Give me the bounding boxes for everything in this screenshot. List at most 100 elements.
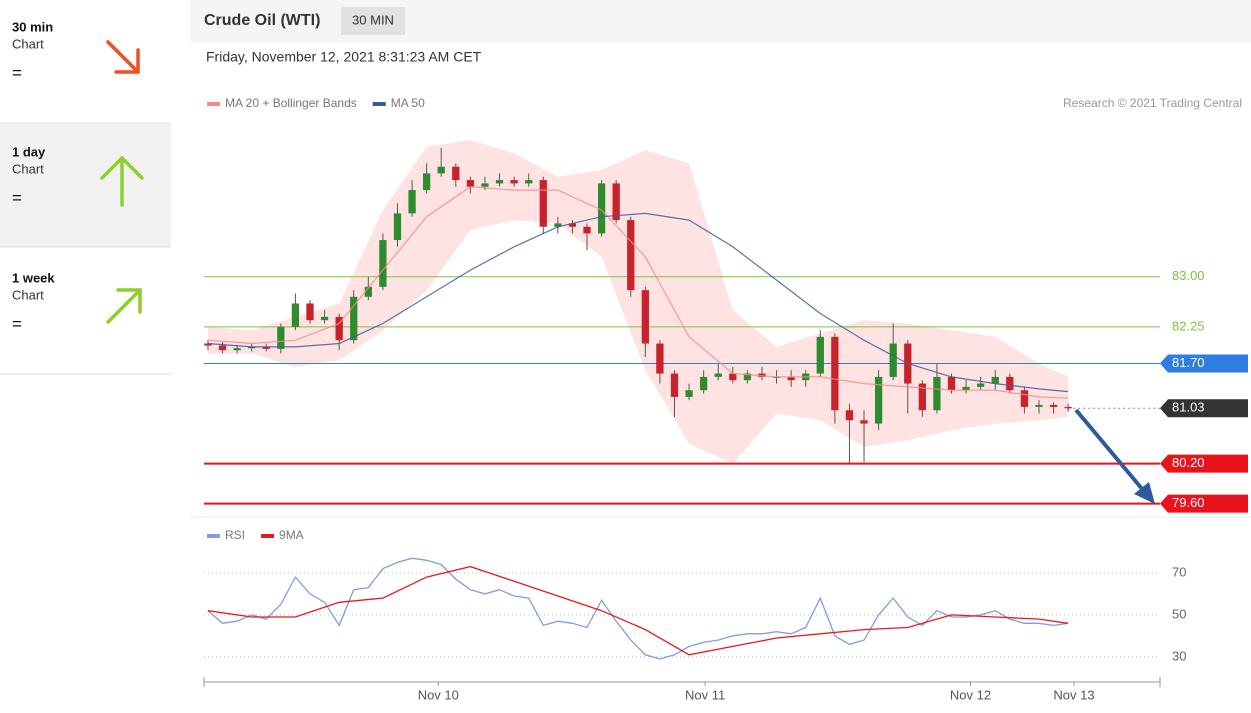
candle-body xyxy=(291,303,300,327)
ma-line xyxy=(207,186,1069,399)
level-label: 83.00 xyxy=(1172,268,1205,283)
candle-body xyxy=(568,223,577,227)
legend-label: MA 50 xyxy=(391,96,425,110)
candle-body xyxy=(991,376,999,384)
candle-body xyxy=(787,376,795,381)
candle-body xyxy=(481,183,489,187)
timestamp: Friday, November 12, 2021 8:31:23 AM CET xyxy=(206,49,482,65)
candle-body xyxy=(379,240,387,287)
period: 1 day xyxy=(12,144,46,159)
level-label: 80.20 xyxy=(1172,455,1205,470)
status: = xyxy=(12,63,22,82)
candle-body xyxy=(641,290,649,344)
candle-body xyxy=(495,180,504,184)
candle-body xyxy=(277,326,285,349)
x-tick-label: Nov 13 xyxy=(1053,687,1094,702)
candle-body xyxy=(466,180,475,187)
legend-label: MA 20 + Bollinger Bands xyxy=(225,96,357,110)
candle-body xyxy=(743,373,752,381)
period: 1 week xyxy=(12,270,55,285)
rsi-line xyxy=(207,565,1069,656)
candle-body xyxy=(670,373,679,397)
sidebar-item-bg xyxy=(0,123,171,247)
candle-body xyxy=(233,348,241,351)
level-tag xyxy=(1160,454,1248,473)
ma-line xyxy=(207,212,1069,393)
candle-body xyxy=(218,345,227,351)
candle-body xyxy=(539,180,547,227)
period: 30 min xyxy=(12,19,53,34)
candle-body xyxy=(729,373,737,381)
candle-body xyxy=(685,390,693,397)
label: Chart xyxy=(12,36,44,51)
candle-body xyxy=(248,346,256,349)
badge-bg xyxy=(341,7,405,35)
arrow-icon xyxy=(106,288,142,324)
candle-body xyxy=(962,386,970,391)
plot: 83.00 82.25 81.70 81.03 80.20 79.60 MA 20 + Bo… xyxy=(203,96,1248,702)
forecast-arrow xyxy=(1074,408,1145,492)
level-tag xyxy=(1160,399,1248,418)
candle-body xyxy=(1006,376,1014,391)
label: Chart xyxy=(12,287,44,302)
candle-body xyxy=(335,316,343,341)
source: Research © 2021 Trading Central xyxy=(1063,96,1242,110)
sidebar-item[interactable]: 1 week Chart = xyxy=(12,270,142,333)
candle-body xyxy=(597,183,606,234)
candle-body xyxy=(364,286,372,297)
level-label: 79.60 xyxy=(1172,495,1205,510)
forecast-arrowhead xyxy=(1134,482,1155,504)
status: = xyxy=(12,188,22,207)
level-label: 81.03 xyxy=(1172,400,1205,415)
legend-label: RSI xyxy=(225,528,245,542)
candle-body xyxy=(889,343,897,377)
legend-label: 9MA xyxy=(279,528,304,542)
x-tick-label: Nov 11 xyxy=(685,687,725,702)
candle-body xyxy=(1064,406,1072,409)
candle-body xyxy=(1020,390,1029,407)
level-label: 82.25 xyxy=(1172,318,1205,333)
level-label: 81.70 xyxy=(1172,355,1205,370)
label: Chart xyxy=(12,161,44,176)
candle-body xyxy=(947,376,956,391)
candle-body xyxy=(408,190,416,214)
candle-body xyxy=(1035,404,1043,407)
x-tick-label: Nov 10 xyxy=(418,687,459,702)
candle-body xyxy=(860,420,868,424)
candle-body xyxy=(422,173,431,191)
candle-body xyxy=(350,296,358,341)
arrow-icon xyxy=(106,40,140,74)
level-tag xyxy=(1160,494,1248,513)
candle-body xyxy=(627,220,635,291)
candle-body xyxy=(525,180,533,184)
candle-body xyxy=(933,376,941,411)
candle-body xyxy=(831,336,839,411)
candle-body xyxy=(714,373,722,377)
sidebar-item[interactable]: 1 day Chart = xyxy=(12,144,144,207)
candle-body xyxy=(510,180,518,184)
sidebar-item[interactable]: 30 min Chart = xyxy=(12,19,140,82)
y-tick-label: 50 xyxy=(1172,606,1186,621)
y-tick-label: 30 xyxy=(1172,648,1186,663)
candle-body xyxy=(554,223,562,227)
level-tag xyxy=(1160,354,1248,373)
candle-body xyxy=(262,346,270,349)
y-tick-label: 70 xyxy=(1172,564,1186,579)
candle-body xyxy=(845,410,854,421)
badge[interactable]: 30 MIN xyxy=(352,12,394,27)
candle-body xyxy=(452,166,460,181)
candle-body xyxy=(437,166,445,174)
candle-body xyxy=(612,183,620,221)
x-tick-label: Nov 12 xyxy=(950,687,991,702)
candle-body xyxy=(874,376,883,424)
candle-body xyxy=(977,383,985,387)
candle-body xyxy=(656,343,664,374)
candle-body xyxy=(1049,404,1058,407)
candle-body xyxy=(306,303,314,321)
candle-body xyxy=(700,376,708,391)
title: Crude Oil (WTI) xyxy=(204,12,320,29)
candle-body xyxy=(320,316,329,321)
candle-body xyxy=(393,213,402,241)
candle-body xyxy=(204,343,212,346)
